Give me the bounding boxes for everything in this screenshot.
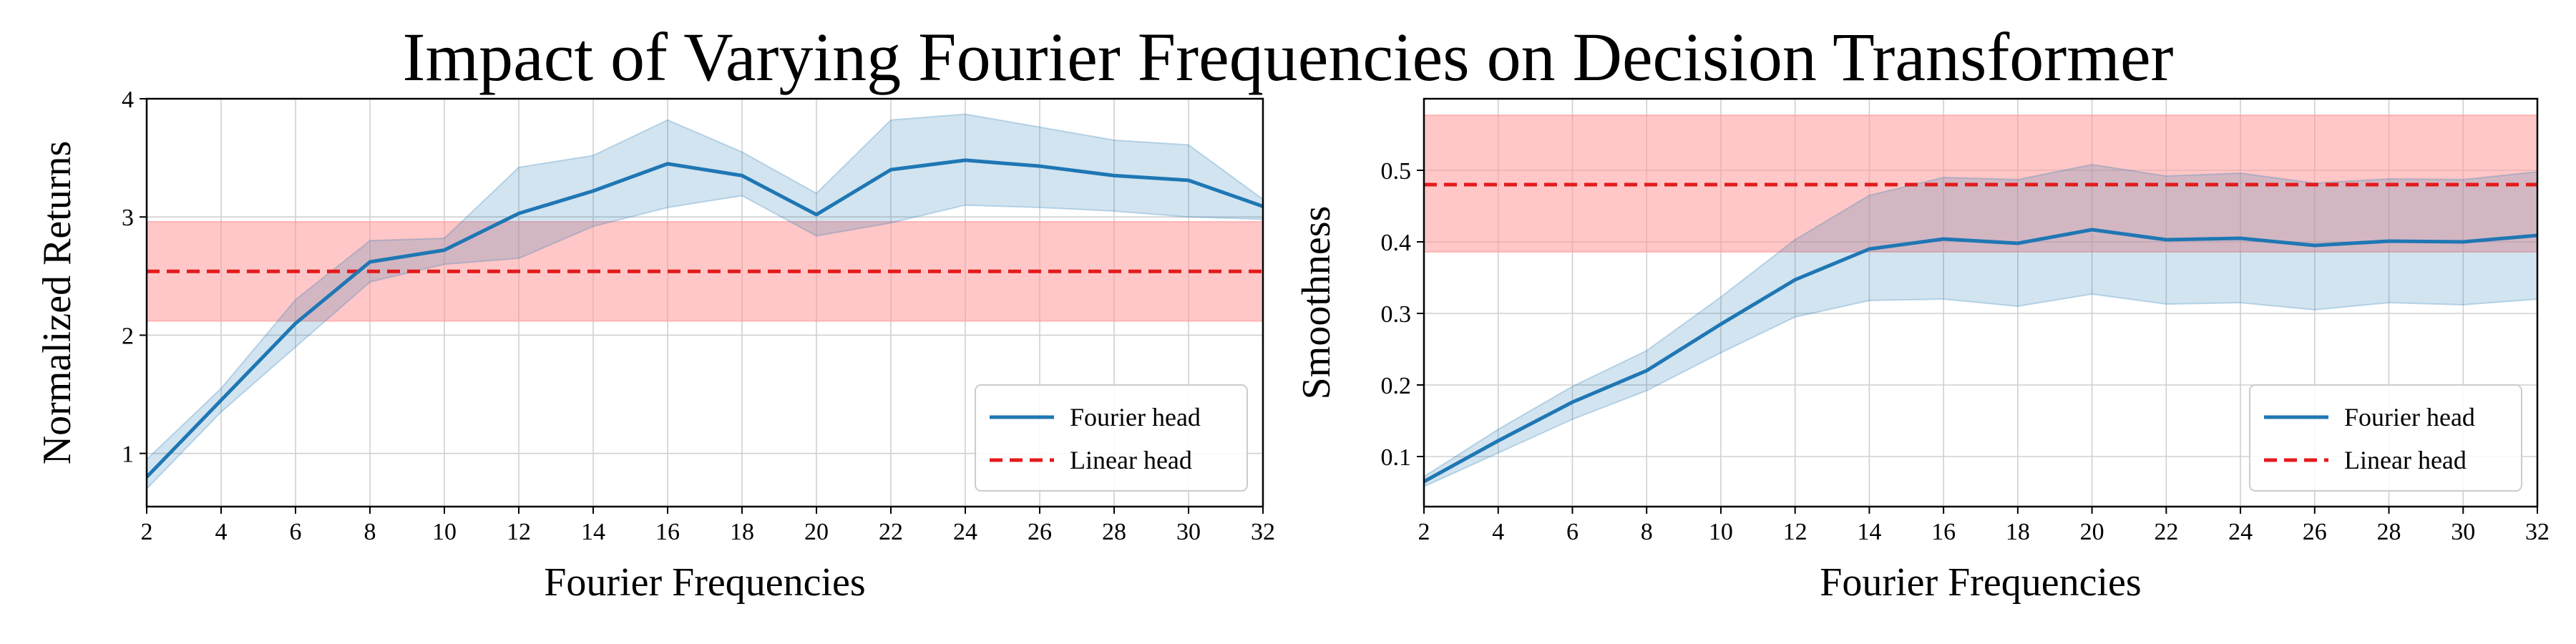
- fourier-head-band: [147, 113, 1263, 490]
- y-axis-label: Normalized Returns: [35, 141, 79, 465]
- x-tick-label: 6: [1566, 519, 1579, 545]
- y-tick-label: 3: [122, 205, 134, 231]
- x-tick-label: 4: [215, 519, 228, 545]
- y-tick-label: 4: [122, 87, 134, 113]
- x-tick-label: 10: [432, 519, 457, 545]
- x-tick-label: 30: [1176, 519, 1201, 545]
- x-tick-label: 2: [141, 519, 153, 545]
- x-tick-label: 30: [2451, 519, 2475, 545]
- x-tick-label: 10: [1709, 519, 1733, 545]
- y-axis-label: Smoothness: [1294, 206, 1339, 400]
- fourier-head-line: [1424, 228, 2537, 484]
- x-tick-label: 18: [730, 519, 754, 545]
- plot-area: [1424, 114, 2537, 488]
- y-tick-label: 0.4: [1381, 230, 1412, 256]
- x-tick-label: 26: [1028, 519, 1052, 545]
- fourier-head-band: [1424, 163, 2537, 488]
- x-tick-label: 16: [1931, 519, 1956, 545]
- legend-label: Fourier head: [1070, 403, 1201, 431]
- chart-panel-smoothness: 2 4 6 8 10 12 14 16 18 20 22 24 26 28 30 320.10.20.30.4…: [1294, 97, 2550, 605]
- y-tick-label: 0.1: [1381, 444, 1412, 471]
- axes-frame: [145, 97, 1264, 508]
- linear-head-band: [1424, 114, 2537, 253]
- y-tick-label: 0.5: [1381, 158, 1412, 185]
- x-tick-label: 18: [2006, 519, 2030, 545]
- legend: Fourier head Linear head: [975, 384, 1248, 492]
- y-tick-label: 0.2: [1381, 373, 1412, 399]
- x-tick-label: 6: [290, 519, 302, 545]
- x-tick-label: 4: [1492, 519, 1504, 545]
- x-tick-label: 12: [1783, 519, 1807, 545]
- y-tick-label: 0.3: [1381, 301, 1412, 328]
- fourier-head-line: [147, 158, 1263, 479]
- x-tick-label: 28: [1102, 519, 1126, 545]
- x-tick-label: 22: [2154, 519, 2178, 545]
- legend-label: Linear head: [2344, 446, 2467, 474]
- legend-box: [2249, 384, 2522, 492]
- legend-label: Fourier head: [2344, 403, 2475, 431]
- x-tick-label: 24: [2228, 519, 2253, 545]
- x-tick-label: 20: [804, 519, 829, 545]
- y-tick-label: 2: [122, 323, 134, 349]
- x-tick-label: 12: [507, 519, 531, 545]
- plot-area: [147, 113, 1263, 490]
- chart-panel-returns: 2 4 6 8 10 12 14 16 18 20 22 24 26 28 30 321234Fourier …: [35, 87, 1275, 605]
- x-tick-label: 22: [879, 519, 903, 545]
- x-tick-label: 14: [1857, 519, 1881, 545]
- legend: Fourier head Linear head: [2249, 384, 2522, 492]
- x-axis-label: Fourier Frequencies: [1820, 560, 2141, 605]
- x-tick-label: 28: [2377, 519, 2401, 545]
- x-tick-label: 2: [1418, 519, 1430, 545]
- x-tick-label: 20: [2080, 519, 2104, 545]
- axes-frame: [1423, 97, 2539, 508]
- legend-box: [975, 384, 1248, 492]
- x-tick-label: 14: [581, 519, 605, 545]
- x-tick-label: 8: [1641, 519, 1653, 545]
- x-tick-label: 26: [2303, 519, 2327, 545]
- x-tick-label: 32: [2525, 519, 2550, 545]
- x-axis-label: Fourier Frequencies: [544, 560, 865, 605]
- y-tick-label: 1: [122, 441, 134, 468]
- x-tick-label: 16: [655, 519, 680, 545]
- linear-head-band: [147, 220, 1263, 322]
- x-tick-label: 8: [364, 519, 376, 545]
- figure-title: Impact of Varying Fourier Frequencies on…: [402, 19, 2173, 95]
- legend-label: Linear head: [1070, 446, 1192, 474]
- x-tick-label: 32: [1251, 519, 1275, 545]
- x-tick-label: 24: [953, 519, 977, 545]
